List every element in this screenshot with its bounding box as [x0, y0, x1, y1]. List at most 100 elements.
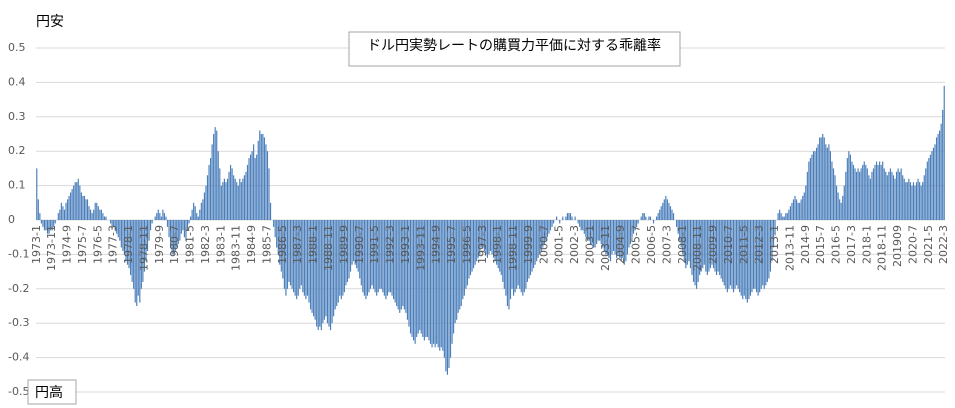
bar: [102, 213, 104, 220]
bar: [348, 220, 350, 279]
bar: [88, 206, 90, 220]
bar: [732, 220, 735, 293]
bar: [176, 220, 178, 248]
x-tick-label: 1989-9: [337, 225, 350, 264]
bar: [146, 220, 149, 251]
bar: [462, 220, 464, 300]
bar: [110, 220, 112, 224]
bar: [632, 220, 635, 234]
bar: [783, 216, 785, 220]
bar: [899, 171, 901, 220]
bar: [743, 220, 745, 296]
bar: [220, 185, 222, 220]
bar: [405, 220, 407, 313]
bar: [408, 220, 410, 327]
bar: [551, 220, 553, 227]
bar: [453, 220, 455, 334]
bar: [239, 178, 241, 220]
x-tick-label: 1973-1: [30, 225, 43, 264]
bar: [932, 147, 935, 220]
bar: [771, 220, 773, 262]
bar: [77, 178, 79, 220]
bar: [273, 220, 275, 227]
bar: [875, 161, 878, 220]
bar: [835, 185, 838, 220]
x-tick-label: 2022-3: [937, 225, 950, 264]
bar: [660, 206, 662, 220]
bar: [265, 144, 267, 220]
bar: [656, 216, 658, 220]
bar: [142, 220, 144, 282]
x-tick-label: 1993-11: [414, 225, 427, 271]
bar: [508, 220, 510, 310]
bar: [762, 220, 764, 286]
bar: [70, 192, 72, 220]
bar: [320, 220, 322, 331]
bar: [276, 220, 278, 248]
bar: [317, 220, 319, 331]
bar: [855, 171, 858, 220]
bar: [59, 209, 61, 220]
y-tick-label: -0.3: [8, 316, 29, 329]
bar: [429, 220, 432, 344]
x-tick-label: 1982-3: [199, 225, 212, 264]
bar: [596, 220, 598, 245]
bar: [349, 220, 352, 272]
x-tick-label: 2021-5: [922, 225, 935, 264]
bar: [700, 220, 702, 272]
bar: [440, 220, 442, 348]
bar: [373, 220, 375, 289]
x-tick-label: 1986-5: [276, 225, 289, 264]
bar: [322, 220, 324, 324]
bar: [331, 220, 333, 324]
bar: [894, 178, 896, 220]
bar: [420, 220, 422, 334]
bar: [169, 220, 172, 248]
bar: [97, 206, 99, 220]
bar: [46, 220, 49, 234]
bar: [213, 134, 215, 220]
bar: [869, 178, 871, 220]
bar: [229, 164, 232, 220]
bar: [96, 202, 98, 220]
bar: [71, 189, 73, 220]
bar: [73, 185, 75, 220]
bar: [717, 220, 719, 272]
bar: [308, 220, 310, 303]
x-tick-label: 2004-9: [614, 225, 627, 264]
bar: [785, 213, 787, 220]
bar: [399, 220, 401, 313]
bar: [237, 185, 239, 220]
bar: [397, 220, 399, 310]
bar: [334, 220, 336, 310]
bar: [719, 220, 721, 276]
bar: [826, 147, 828, 220]
bar: [380, 220, 382, 289]
bar: [357, 220, 359, 272]
x-tick-label: 1987-3: [291, 225, 304, 264]
bar: [871, 171, 873, 220]
bar: [874, 164, 876, 220]
bar: [216, 130, 218, 220]
bar: [43, 220, 46, 231]
bar: [416, 220, 418, 337]
bar: [872, 168, 875, 220]
bar: [779, 209, 781, 220]
bar: [923, 175, 925, 220]
bar: [50, 220, 52, 231]
bar: [402, 220, 404, 306]
bar: [600, 220, 602, 245]
bar: [469, 220, 472, 276]
bar: [448, 220, 450, 368]
bar: [740, 220, 742, 296]
bar: [236, 182, 238, 220]
bar: [150, 220, 152, 231]
bar: [226, 178, 229, 220]
bar: [90, 209, 92, 220]
bar: [686, 220, 688, 265]
bar: [839, 199, 841, 220]
bar: [134, 220, 136, 303]
bar: [908, 178, 910, 220]
bar: [885, 171, 887, 220]
bar: [386, 220, 389, 296]
